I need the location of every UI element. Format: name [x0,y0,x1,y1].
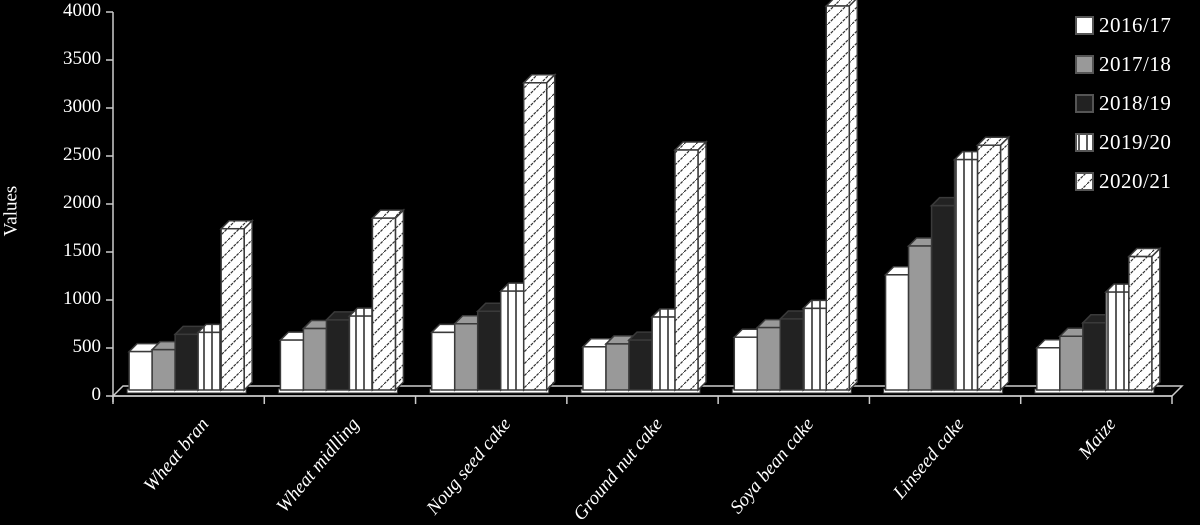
y-axis-label: Values [0,185,22,237]
y-tick-label: 2500 [63,144,101,165]
bar [1127,246,1162,392]
bar [219,218,254,392]
legend-label: 2017/18 [1099,52,1172,76]
bar [975,135,1011,392]
legend-item: 2020/21 [1075,162,1171,201]
legend-item: 2017/18 [1075,45,1171,84]
legend-item: 2019/20 [1075,123,1171,162]
legend-swatch [1075,16,1094,35]
y-tick-label: 1000 [63,288,101,309]
bar [370,208,406,392]
legend-label: 2020/21 [1099,169,1172,193]
bar [521,72,557,392]
legend-label: 2016/17 [1099,13,1172,37]
legend: 2016/17 2017/18 2018/19 2019/20 2020/21 [1075,6,1171,201]
legend-item: 2016/17 [1075,6,1171,45]
legend-item: 2018/19 [1075,84,1171,123]
y-tick-label: 500 [72,336,102,357]
bar [824,0,859,392]
legend-swatch [1075,55,1094,74]
legend-label: 2018/19 [1099,91,1172,115]
y-tick-label: 2000 [63,192,101,213]
legend-swatch [1075,94,1094,113]
legend-label: 2019/20 [1099,130,1172,154]
legend-swatch [1075,133,1094,152]
y-tick-label: 0 [91,384,102,405]
y-tick-label: 4000 [63,0,101,21]
y-tick-label: 3500 [63,48,101,69]
bar [673,140,708,392]
y-tick-label: 3000 [63,96,101,117]
y-tick-label: 1500 [63,240,101,261]
legend-swatch [1075,172,1094,191]
